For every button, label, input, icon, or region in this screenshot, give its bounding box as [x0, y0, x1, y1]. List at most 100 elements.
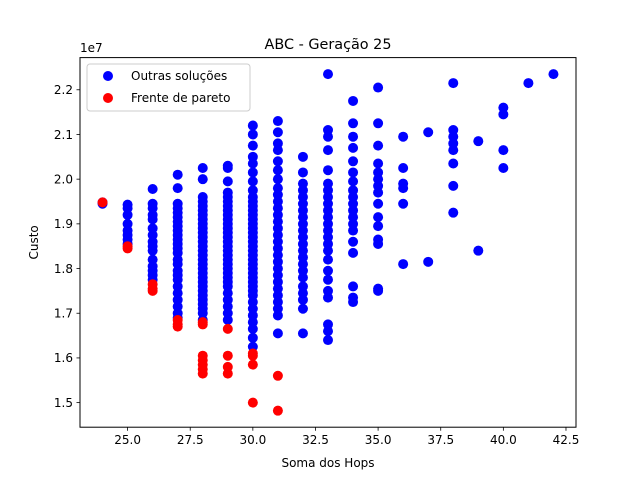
point-outras-solucoes — [297, 151, 308, 162]
point-outras-solucoes — [373, 158, 384, 169]
point-outras-solucoes — [323, 165, 333, 176]
point-outras-solucoes — [272, 165, 283, 176]
y-tick-label: 1.8 — [54, 262, 73, 276]
point-outras-solucoes — [348, 236, 359, 247]
point-outras-solucoes — [373, 82, 384, 93]
point-outras-solucoes — [323, 245, 333, 256]
y-axis-label: Custo — [27, 225, 41, 259]
point-outras-solucoes — [548, 69, 559, 80]
point-outras-solucoes — [348, 225, 359, 236]
point-outras-solucoes — [247, 140, 258, 151]
point-frente-de-pareto — [197, 319, 208, 330]
point-frente-de-pareto — [247, 397, 258, 408]
y-tick-label: 1.6 — [54, 351, 73, 365]
point-outras-solucoes — [197, 174, 208, 185]
point-outras-solucoes — [398, 131, 409, 142]
point-outras-solucoes — [398, 259, 409, 270]
point-outras-solucoes — [348, 297, 359, 308]
point-outras-solucoes — [423, 256, 434, 267]
y-tick-label: 2.2 — [54, 83, 73, 97]
point-outras-solucoes — [498, 162, 509, 173]
point-outras-solucoes — [448, 78, 459, 89]
point-frente-de-pareto — [122, 243, 133, 254]
point-outras-solucoes — [247, 176, 258, 187]
y-tick-label: 1.9 — [54, 217, 73, 231]
point-outras-solucoes — [448, 145, 459, 156]
point-outras-solucoes — [272, 116, 283, 127]
point-outras-solucoes — [197, 162, 208, 173]
point-outras-solucoes — [247, 332, 258, 343]
point-outras-solucoes — [348, 176, 359, 187]
point-outras-solucoes — [172, 183, 183, 194]
point-frente-de-pareto — [222, 323, 233, 334]
point-outras-solucoes — [323, 335, 333, 346]
point-frente-de-pareto — [147, 285, 158, 296]
point-outras-solucoes — [247, 158, 258, 169]
point-outras-solucoes — [323, 69, 333, 80]
point-outras-solucoes — [348, 142, 359, 153]
point-outras-solucoes — [448, 158, 459, 169]
legend: Outras soluções Frente de pareto — [86, 63, 251, 112]
point-outras-solucoes — [323, 292, 333, 303]
point-outras-solucoes — [172, 169, 183, 180]
point-frente-de-pareto — [197, 368, 208, 379]
x-axis-label: Soma dos Hops — [281, 456, 374, 470]
point-outras-solucoes — [373, 198, 384, 209]
point-outras-solucoes — [272, 310, 283, 321]
point-frente-de-pareto — [247, 350, 258, 361]
point-outras-solucoes — [323, 145, 333, 156]
point-outras-solucoes — [448, 207, 459, 218]
point-outras-solucoes — [272, 328, 283, 339]
point-frente-de-pareto — [272, 370, 283, 381]
y-tick-label: 2.0 — [54, 172, 73, 186]
point-frente-de-pareto — [172, 321, 183, 332]
point-outras-solucoes — [423, 127, 434, 138]
x-tick-label: 37.5 — [427, 433, 454, 447]
point-outras-solucoes — [222, 314, 233, 325]
y-tick-label: 1.7 — [54, 307, 73, 321]
x-tick-label: 42.5 — [553, 433, 580, 447]
point-outras-solucoes — [348, 118, 359, 129]
point-outras-solucoes — [297, 167, 308, 178]
point-frente-de-pareto — [247, 359, 258, 370]
point-outras-solucoes — [398, 198, 409, 209]
point-outras-solucoes — [323, 326, 333, 337]
x-tick-label: 35.0 — [365, 433, 392, 447]
point-frente-de-pareto — [272, 405, 283, 416]
point-outras-solucoes — [373, 140, 384, 151]
point-outras-solucoes — [272, 127, 283, 138]
point-outras-solucoes — [147, 183, 158, 194]
point-outras-solucoes — [272, 145, 283, 156]
point-outras-solucoes — [373, 221, 384, 232]
point-outras-solucoes — [348, 95, 359, 106]
point-frente-de-pareto — [97, 197, 108, 208]
point-outras-solucoes — [222, 162, 233, 173]
point-outras-solucoes — [373, 238, 384, 249]
point-outras-solucoes — [348, 131, 359, 142]
point-outras-solucoes — [122, 209, 133, 220]
x-tick-label: 40.0 — [490, 433, 517, 447]
point-outras-solucoes — [247, 323, 258, 334]
point-outras-solucoes — [323, 265, 333, 276]
y-tick-label: 2.1 — [54, 128, 73, 142]
legend-label-frente-de-pareto: Frente de pareto — [131, 91, 230, 105]
legend-marker-outras-solucoes — [103, 71, 113, 81]
y-tick-label: 1.5 — [54, 396, 73, 410]
legend-label-outras-solucoes: Outras soluções — [131, 69, 227, 83]
point-outras-solucoes — [247, 120, 258, 131]
x-tick-label: 32.5 — [302, 433, 329, 447]
point-outras-solucoes — [147, 245, 158, 256]
chart-title: ABC - Geração 25 — [264, 37, 391, 53]
point-outras-solucoes — [348, 156, 359, 167]
point-outras-solucoes — [297, 303, 308, 314]
x-tick-label: 30.0 — [239, 433, 266, 447]
point-outras-solucoes — [473, 245, 484, 256]
point-frente-de-pareto — [222, 368, 233, 379]
point-outras-solucoes — [323, 274, 333, 285]
point-outras-solucoes — [297, 328, 308, 339]
point-outras-solucoes — [398, 162, 409, 173]
point-outras-solucoes — [323, 131, 333, 142]
point-outras-solucoes — [247, 129, 258, 140]
point-outras-solucoes — [348, 281, 359, 292]
